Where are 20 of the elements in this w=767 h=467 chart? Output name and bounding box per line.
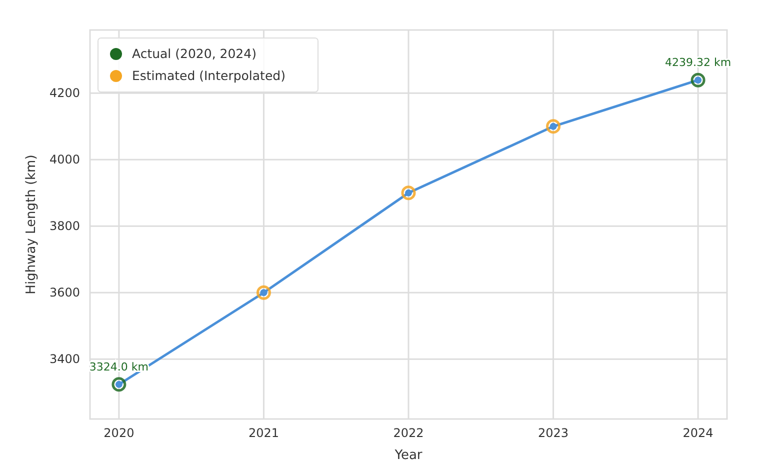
- y-tick-label: 4000: [49, 152, 80, 167]
- x-tick-label: 2020: [104, 426, 134, 440]
- point: [690, 72, 706, 88]
- point: [112, 377, 126, 392]
- point: [546, 119, 561, 134]
- data-label: 4239.32 km: [665, 56, 732, 70]
- x-axis-title: Year: [394, 448, 423, 463]
- point: [401, 186, 416, 200]
- y-tick-label: 4200: [49, 86, 80, 100]
- x-tick-label: 2023: [538, 426, 569, 440]
- y-axis-title: Highway Length (km): [24, 154, 39, 294]
- y-tick-label: 3400: [49, 352, 80, 366]
- x-tick-label: 2021: [248, 426, 279, 440]
- y-tick-label: 3800: [49, 219, 80, 234]
- x-tick-label: 2024: [682, 426, 714, 440]
- point: [256, 285, 271, 300]
- legend-label: Actual (2020, 2024): [132, 46, 256, 61]
- y-tick-label: 3600: [49, 286, 80, 300]
- legend-label: Estimated (Interpolated): [132, 68, 286, 83]
- x-tick-label: 2022: [393, 426, 424, 440]
